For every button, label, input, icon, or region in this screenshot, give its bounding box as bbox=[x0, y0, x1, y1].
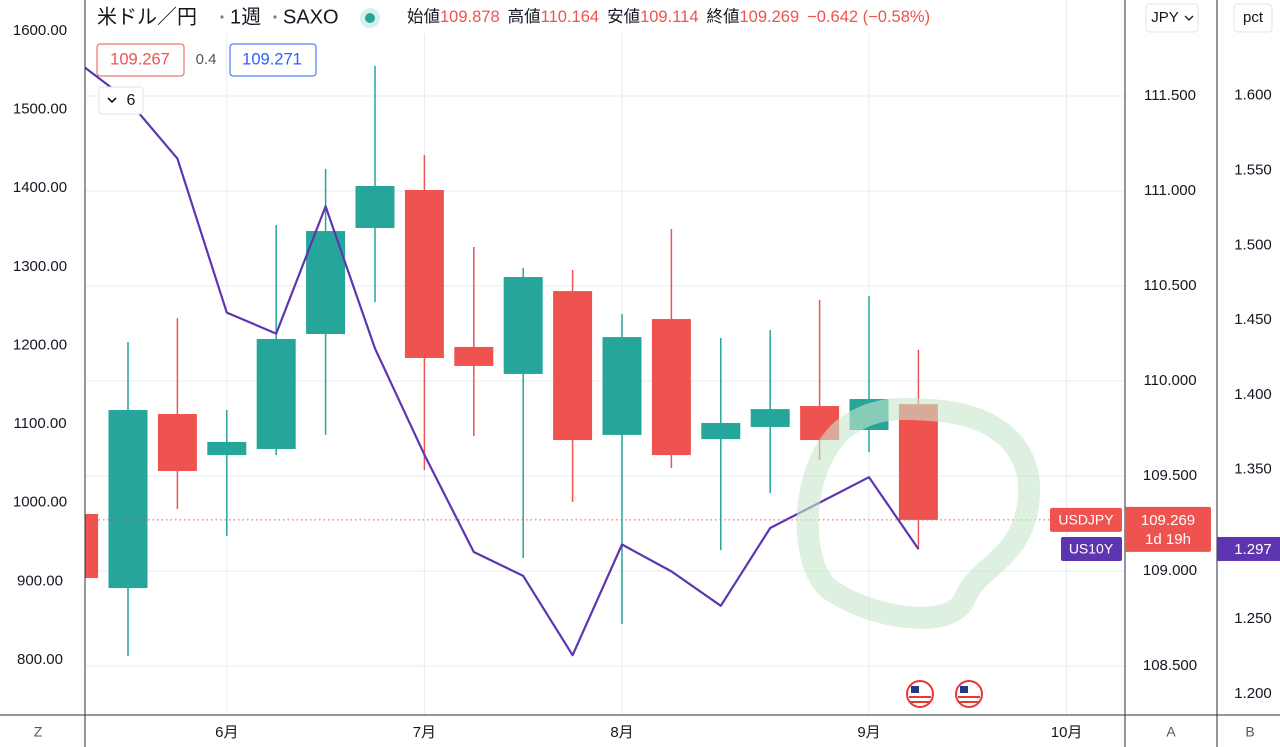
candle-body bbox=[701, 422, 741, 440]
y2-tick-label: 1.500 bbox=[1234, 236, 1272, 253]
ohlc-value: 109.269 bbox=[740, 8, 800, 26]
bid-box[interactable] bbox=[96, 43, 185, 77]
line-series bbox=[85, 66, 920, 657]
x-tick-label: 7月 bbox=[413, 724, 436, 741]
ohlc-header: 始値109.878 高値110.164 安値109.114 終値109.269 −0.6… bbox=[407, 7, 930, 26]
y3-tick-label: 1500.00 bbox=[13, 101, 67, 118]
y3-tick-label: 1100.00 bbox=[13, 415, 66, 432]
candle-body bbox=[256, 338, 296, 449]
ohlc-label: 始値 bbox=[407, 7, 440, 26]
ohlc-value: 109.114 bbox=[640, 8, 698, 26]
y-tick-label: 109.000 bbox=[1143, 562, 1197, 579]
ohlc-label: 終値 bbox=[707, 7, 740, 26]
indicator-toggle[interactable] bbox=[98, 86, 144, 115]
y3-tick-label: 1600.00 bbox=[13, 22, 67, 39]
candle-body bbox=[602, 337, 642, 435]
yield-tag bbox=[1217, 536, 1280, 561]
y2-tick-label: 1.200 bbox=[1234, 685, 1272, 702]
event-flags bbox=[906, 680, 983, 708]
highlight-stroke bbox=[796, 397, 1041, 629]
source: SAXO bbox=[283, 6, 339, 28]
plot-area bbox=[85, 65, 1125, 657]
candle-body bbox=[503, 277, 543, 374]
symbol-title: 米ドル／円 bbox=[97, 5, 197, 28]
x-tick-label: 10月 bbox=[1051, 724, 1083, 741]
symbol-tag-label: US10Y bbox=[1069, 541, 1114, 557]
symbol-tag-label: USDJPY bbox=[1058, 512, 1114, 528]
bid: 109.267 bbox=[110, 50, 170, 68]
chevron bbox=[107, 97, 117, 104]
ask-box[interactable] bbox=[229, 43, 317, 77]
header-bg bbox=[95, 0, 1000, 34]
y-tick-label: 110.000 bbox=[1143, 372, 1196, 389]
y3-tick-label: 900.00 bbox=[17, 572, 63, 589]
candle-body bbox=[750, 409, 790, 427]
y2-tick-label: 1.450 bbox=[1234, 311, 1272, 328]
bottom-button[interactable]: B bbox=[1245, 724, 1254, 740]
candle-body bbox=[306, 231, 346, 335]
symbol-tag bbox=[1061, 536, 1122, 561]
candle-body bbox=[404, 190, 444, 358]
y-tick-label: 108.500 bbox=[1143, 657, 1197, 674]
price-tag-countdown: 1d 19h bbox=[1145, 531, 1191, 548]
y-tick-label: 111.000 bbox=[1144, 182, 1196, 199]
separator bbox=[220, 15, 224, 19]
unit-button[interactable] bbox=[1233, 3, 1273, 33]
y3-tick-label: 1200.00 bbox=[13, 336, 67, 353]
y3-tick-label: 1300.00 bbox=[13, 258, 67, 275]
ohlc-value: 109.878 bbox=[440, 8, 500, 26]
ohlc-label: 高値 bbox=[508, 7, 541, 26]
ask: 109.271 bbox=[242, 50, 302, 68]
y-tick-label: 111.500 bbox=[1144, 87, 1196, 104]
candle-body bbox=[355, 186, 395, 229]
y2-tick-label: 1.600 bbox=[1234, 87, 1272, 104]
candle-body bbox=[898, 404, 938, 520]
chevron bbox=[1184, 15, 1194, 21]
y3-tick-label: 1000.00 bbox=[13, 494, 67, 511]
y-tick-label: 109.500 bbox=[1143, 467, 1197, 484]
x-tick-label: 6月 bbox=[215, 724, 238, 741]
spread: 0.4 bbox=[196, 51, 217, 68]
candle-body bbox=[207, 441, 247, 456]
y3-tick-label: 800.00 bbox=[17, 651, 63, 668]
change: −0.642 (−0.58%) bbox=[807, 8, 930, 26]
y-unit: JPY bbox=[1151, 9, 1179, 26]
symbol-tag bbox=[1050, 507, 1122, 532]
candle-body bbox=[108, 410, 148, 589]
x-tick-label: 8月 bbox=[610, 724, 633, 741]
y2-unit: pct bbox=[1243, 9, 1264, 26]
ohlc-label: 安値 bbox=[607, 7, 640, 26]
y2-tick-label: 1.350 bbox=[1234, 461, 1272, 478]
candle-body bbox=[85, 513, 99, 579]
ohlc-value: 110.164 bbox=[541, 8, 599, 26]
x-tick-label: 9月 bbox=[857, 724, 880, 741]
y3-tick-label: 1400.00 bbox=[13, 179, 67, 196]
y-tick-label: 110.500 bbox=[1143, 277, 1196, 294]
y2-tick-label: 1.400 bbox=[1234, 386, 1272, 403]
separator bbox=[273, 15, 277, 19]
hidden-indicators: 6 bbox=[127, 92, 136, 109]
bottom-button[interactable]: A bbox=[1166, 724, 1176, 740]
candle-body bbox=[651, 319, 691, 456]
bottom-button[interactable]: Z bbox=[34, 724, 43, 740]
yield-tag-value: 1.297 bbox=[1234, 541, 1272, 558]
candle-body bbox=[454, 346, 494, 366]
y2-tick-label: 1.250 bbox=[1234, 610, 1272, 627]
candle-body bbox=[553, 291, 593, 441]
market-status bbox=[365, 13, 375, 23]
unit-button[interactable] bbox=[1145, 3, 1199, 33]
interval: 1週 bbox=[230, 5, 261, 28]
price-tag-value: 109.269 bbox=[1141, 512, 1195, 529]
candle-body bbox=[157, 414, 197, 472]
y2-tick-label: 1.550 bbox=[1234, 161, 1272, 178]
price-tag bbox=[1125, 506, 1211, 552]
